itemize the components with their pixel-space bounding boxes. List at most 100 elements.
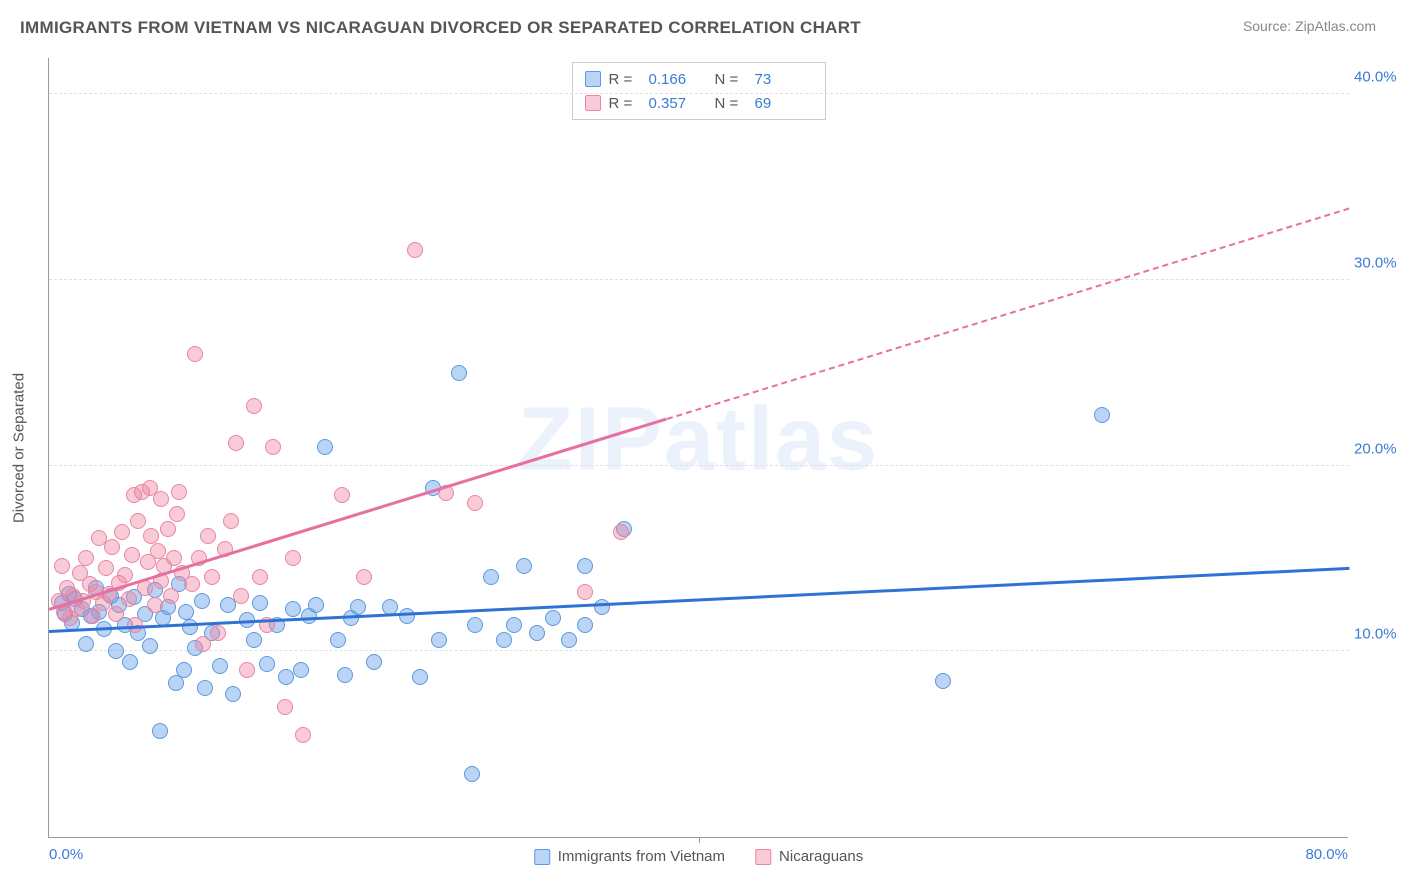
data-point xyxy=(467,495,483,511)
data-point xyxy=(561,632,577,648)
data-point xyxy=(85,608,101,624)
x-tick-min: 0.0% xyxy=(49,846,83,863)
legend-series: Immigrants from Vietnam Nicaraguans xyxy=(534,848,864,865)
legend-item-0: Immigrants from Vietnam xyxy=(534,848,725,865)
data-point xyxy=(169,506,185,522)
watermark: ZIPatlas xyxy=(518,388,879,491)
data-point xyxy=(195,636,211,652)
data-point xyxy=(431,632,447,648)
data-point xyxy=(246,632,262,648)
data-point xyxy=(121,591,137,607)
legend-bottom-label-1: Nicaraguans xyxy=(779,848,863,865)
r-value-1: 0.357 xyxy=(649,95,707,112)
data-point xyxy=(295,727,311,743)
y-tick-label: 30.0% xyxy=(1354,254,1406,271)
data-point xyxy=(935,673,951,689)
data-point xyxy=(142,638,158,654)
data-point xyxy=(150,543,166,559)
data-point xyxy=(577,584,593,600)
n-label: N = xyxy=(715,71,747,88)
data-point xyxy=(239,662,255,678)
n-value-0: 73 xyxy=(755,71,813,88)
data-point xyxy=(483,569,499,585)
data-point xyxy=(545,610,561,626)
legend-bottom-label-0: Immigrants from Vietnam xyxy=(558,848,725,865)
data-point xyxy=(412,669,428,685)
data-point xyxy=(171,484,187,500)
data-point xyxy=(108,606,124,622)
legend-row-1: R = 0.357 N = 69 xyxy=(585,91,813,115)
data-point xyxy=(187,346,203,362)
data-point xyxy=(407,242,423,258)
legend-swatch-1 xyxy=(585,95,601,111)
data-point xyxy=(334,487,350,503)
n-label: N = xyxy=(715,95,747,112)
x-tick-mark xyxy=(699,837,700,843)
trend-line xyxy=(666,207,1349,420)
data-point xyxy=(184,576,200,592)
r-label: R = xyxy=(609,71,641,88)
data-point xyxy=(143,528,159,544)
data-point xyxy=(54,558,70,574)
data-point xyxy=(114,524,130,540)
chart-frame: ZIPatlas R = 0.166 N = 73 R = 0.357 N = … xyxy=(48,58,1348,838)
chart-container: IMMIGRANTS FROM VIETNAM VS NICARAGUAN DI… xyxy=(0,0,1406,892)
data-point xyxy=(176,662,192,678)
data-point xyxy=(228,435,244,451)
data-point xyxy=(285,601,301,617)
data-point xyxy=(594,599,610,615)
y-tick-label: 10.0% xyxy=(1354,626,1406,643)
data-point xyxy=(163,588,179,604)
data-point xyxy=(516,558,532,574)
chart-title: IMMIGRANTS FROM VIETNAM VS NICARAGUAN DI… xyxy=(20,18,861,38)
r-value-0: 0.166 xyxy=(649,71,707,88)
data-point xyxy=(577,558,593,574)
data-point xyxy=(98,560,114,576)
data-point xyxy=(197,680,213,696)
data-point xyxy=(1094,407,1110,423)
legend-swatch-0 xyxy=(585,71,601,87)
data-point xyxy=(200,528,216,544)
data-point xyxy=(204,569,220,585)
n-value-1: 69 xyxy=(755,95,813,112)
source-label: Source: ZipAtlas.com xyxy=(1243,18,1376,34)
data-point xyxy=(317,439,333,455)
data-point xyxy=(366,654,382,670)
legend-correlation: R = 0.166 N = 73 R = 0.357 N = 69 xyxy=(572,62,826,120)
data-point xyxy=(308,597,324,613)
data-point xyxy=(293,662,309,678)
legend-bottom-swatch-0 xyxy=(534,849,550,865)
data-point xyxy=(350,599,366,615)
y-axis-label: Divorced or Separated xyxy=(11,372,28,522)
data-point xyxy=(225,686,241,702)
data-point xyxy=(124,547,140,563)
data-point xyxy=(356,569,372,585)
gridline xyxy=(49,650,1349,651)
data-point xyxy=(278,669,294,685)
plot-area: ZIPatlas R = 0.166 N = 73 R = 0.357 N = … xyxy=(48,58,1348,838)
y-tick-label: 40.0% xyxy=(1354,69,1406,86)
r-label: R = xyxy=(609,95,641,112)
legend-item-1: Nicaraguans xyxy=(755,848,863,865)
data-point xyxy=(464,766,480,782)
legend-bottom-swatch-1 xyxy=(755,849,771,865)
gridline xyxy=(49,93,1349,94)
data-point xyxy=(337,667,353,683)
data-point xyxy=(212,658,228,674)
data-point xyxy=(194,593,210,609)
data-point xyxy=(252,595,268,611)
data-point xyxy=(166,550,182,566)
data-point xyxy=(265,439,281,455)
data-point xyxy=(246,398,262,414)
data-point xyxy=(147,597,163,613)
data-point xyxy=(330,632,346,648)
data-point xyxy=(160,521,176,537)
data-point xyxy=(467,617,483,633)
data-point xyxy=(223,513,239,529)
legend-row-0: R = 0.166 N = 73 xyxy=(585,67,813,91)
data-point xyxy=(108,643,124,659)
gridline xyxy=(49,279,1349,280)
data-point xyxy=(78,550,94,566)
data-point xyxy=(182,619,198,635)
data-point xyxy=(104,539,120,555)
